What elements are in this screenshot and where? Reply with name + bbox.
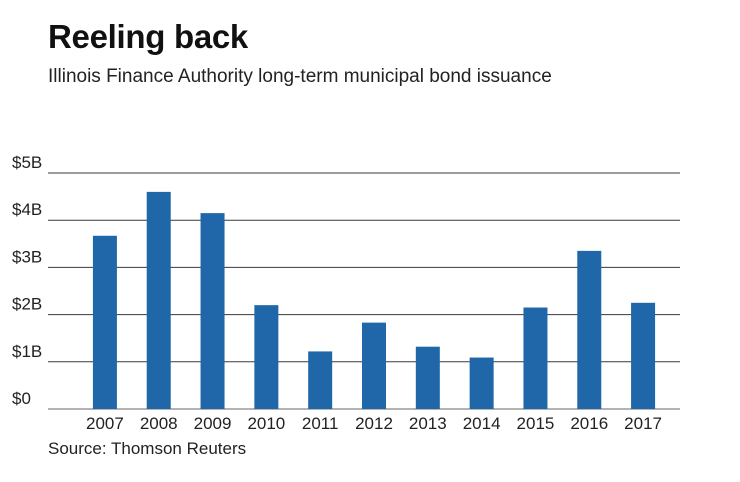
bar-2014 <box>469 357 494 409</box>
chart-title: Reeling back <box>48 18 248 55</box>
bar-2011 <box>308 351 333 409</box>
y-tick-label: $3B <box>12 247 42 266</box>
bar-2013 <box>415 346 440 409</box>
bar-2016 <box>577 250 602 409</box>
x-tick-label: 2011 <box>302 414 339 433</box>
y-tick-label: $2B <box>12 295 42 314</box>
x-tick-label: 2016 <box>570 414 608 433</box>
bars <box>92 191 656 409</box>
y-tick-label: $4B <box>12 200 42 219</box>
x-tick-label: 2008 <box>140 414 178 433</box>
x-tick-label: 2010 <box>247 414 285 433</box>
x-tick-label: 2014 <box>463 414 501 433</box>
y-tick-label: $1B <box>12 342 42 361</box>
y-axis-ticks: $0 $1B $2B $3B $4B $5B <box>12 153 42 408</box>
x-tick-label: 2012 <box>355 414 393 433</box>
bar-2010 <box>254 305 279 409</box>
x-tick-label: 2015 <box>517 414 555 433</box>
x-tick-label: 2007 <box>86 414 124 433</box>
x-tick-label: 2013 <box>409 414 447 433</box>
bar-2008 <box>146 191 171 409</box>
x-tick-label: 2009 <box>194 414 232 433</box>
x-axis-ticks: 2007 2008 2009 2010 2011 2012 2013 2014 2015 2016… <box>86 414 662 433</box>
bar-2017 <box>631 302 656 409</box>
source-note: Source: Thomson Reuters <box>48 439 247 458</box>
chart-subtitle: Illinois Finance Authority long-term mun… <box>48 66 552 87</box>
x-tick-label: 2017 <box>624 414 662 433</box>
y-tick-label: $5B <box>12 153 42 172</box>
bar-2007 <box>92 235 117 409</box>
y-tick-label: $0 <box>12 389 31 408</box>
bar-2009 <box>200 213 225 409</box>
bar-2012 <box>362 322 386 409</box>
bar-2015 <box>523 307 548 409</box>
